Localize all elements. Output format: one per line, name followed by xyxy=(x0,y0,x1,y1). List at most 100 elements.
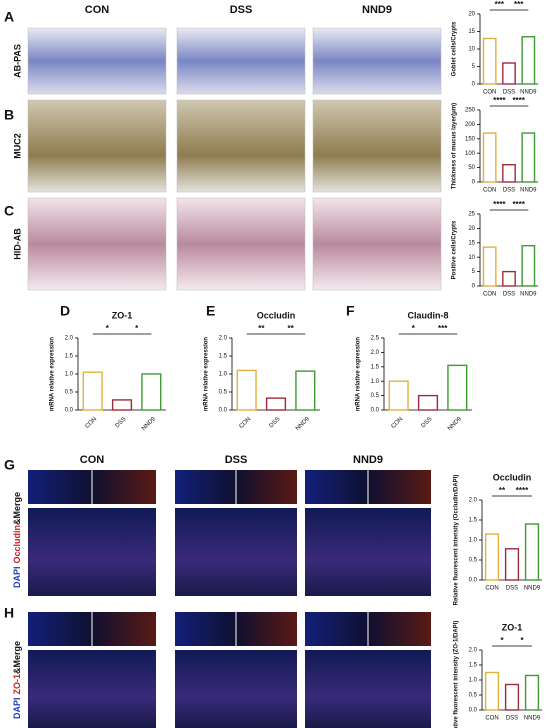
y-tick-label: 1.0 xyxy=(469,538,478,544)
x-tick-label: CON xyxy=(485,716,498,722)
micrograph xyxy=(312,27,442,95)
fluorescence-image xyxy=(175,508,297,596)
significance-label: ** xyxy=(288,324,295,333)
micrograph xyxy=(176,99,306,193)
stain-label: ZO-1 xyxy=(12,674,22,695)
y-tick-label: 1.0 xyxy=(469,678,478,684)
stain-label: &Merge xyxy=(12,641,22,674)
y-axis-label: Positive cells/Crypts xyxy=(452,220,458,279)
y-axis-label: mRNA relative expression xyxy=(204,337,210,411)
x-tick-label: CON xyxy=(483,188,496,194)
y-tick-label: 0.5 xyxy=(219,390,228,396)
y-tick-label: 15 xyxy=(468,29,475,35)
bar xyxy=(295,370,316,411)
panel-letter: D xyxy=(60,303,70,319)
chart-title: ZO-1 xyxy=(112,310,133,320)
bar xyxy=(524,523,540,581)
x-tick-label: NND9 xyxy=(141,416,157,432)
y-tick-label: 2.0 xyxy=(469,648,478,654)
bar xyxy=(141,373,162,411)
micrograph xyxy=(27,197,167,291)
significance-label: **** xyxy=(493,200,506,209)
row-label: MUC2 xyxy=(12,133,22,159)
y-axis-label: Relative fluorescent intensity (Occludin… xyxy=(454,475,460,606)
y-tick-label: 5 xyxy=(472,64,476,70)
stain-label: &Merge xyxy=(12,492,22,525)
bar xyxy=(447,364,468,411)
y-tick-label: 0.0 xyxy=(469,578,478,584)
micrograph xyxy=(27,99,167,193)
y-tick-label: 2.0 xyxy=(65,336,74,342)
x-tick-label: DSS xyxy=(503,90,515,96)
micrograph xyxy=(27,27,167,95)
bar xyxy=(502,164,516,183)
y-tick-label: 1.0 xyxy=(371,379,380,385)
x-tick-label: NND9 xyxy=(295,416,311,432)
x-tick-label: DSS xyxy=(421,416,434,429)
x-tick-label: CON xyxy=(483,90,496,96)
y-tick-label: 0.0 xyxy=(469,708,478,714)
bar xyxy=(502,270,516,287)
row-label: DAPI ZO-1&Merge xyxy=(12,641,22,719)
y-tick-label: 2.5 xyxy=(371,336,380,342)
column-header: CON xyxy=(85,4,110,16)
significance-label: ** xyxy=(499,486,506,495)
panel-letter: E xyxy=(206,303,215,319)
y-tick-label: 50 xyxy=(468,165,475,171)
bar xyxy=(388,380,409,411)
y-tick-label: 20 xyxy=(468,226,475,232)
y-tick-label: 1.5 xyxy=(371,364,380,370)
bar xyxy=(521,132,536,183)
x-tick-label: CON xyxy=(85,416,99,430)
fluorescence-image xyxy=(28,508,156,596)
x-tick-label: DSS xyxy=(115,416,128,429)
row-label: HID-AB xyxy=(12,228,22,260)
fluorescence-image xyxy=(305,650,431,728)
bar xyxy=(236,369,257,411)
y-tick-label: 150 xyxy=(465,136,476,142)
y-tick-label: 25 xyxy=(468,212,475,218)
bar xyxy=(82,371,103,411)
y-axis-label: Thickness of mucus layer(μm) xyxy=(452,103,458,189)
bar xyxy=(482,246,497,287)
bar xyxy=(524,674,540,711)
x-tick-label: NND9 xyxy=(524,586,541,592)
y-tick-label: 0.5 xyxy=(371,393,380,399)
x-tick-label: NND9 xyxy=(524,716,541,722)
y-tick-label: 0.5 xyxy=(469,558,478,564)
panel-letter: G xyxy=(4,457,15,473)
x-tick-label: NND9 xyxy=(520,188,537,194)
x-tick-label: NND9 xyxy=(520,292,537,298)
bar xyxy=(521,244,536,287)
x-tick-label: NND9 xyxy=(520,90,537,96)
y-tick-label: 0.5 xyxy=(65,390,74,396)
x-tick-label: DSS xyxy=(269,416,282,429)
significance-label: * xyxy=(500,636,504,645)
bar xyxy=(482,132,497,183)
significance-label: **** xyxy=(512,200,525,209)
micrograph xyxy=(312,99,442,193)
x-tick-label: NND9 xyxy=(447,416,463,432)
y-tick-label: 1.0 xyxy=(65,372,74,378)
stain-label: Occludin xyxy=(12,525,22,564)
y-tick-label: 10 xyxy=(468,255,475,261)
significance-label: *** xyxy=(438,324,448,333)
x-tick-label: CON xyxy=(483,292,496,298)
y-tick-label: 10 xyxy=(468,47,475,53)
x-tick-label: CON xyxy=(239,416,253,430)
fluorescence-image xyxy=(305,508,431,596)
bar xyxy=(484,533,500,581)
significance-label: * xyxy=(520,636,524,645)
y-tick-label: 1.5 xyxy=(469,518,478,524)
y-tick-label: 1.5 xyxy=(219,354,228,360)
row-label: DAPI Occludin&Merge xyxy=(12,492,22,588)
y-axis-label: mRNA relative expression xyxy=(356,337,362,411)
y-tick-label: 1.5 xyxy=(65,354,74,360)
bar xyxy=(484,671,500,711)
fluorescence-image xyxy=(175,650,297,728)
column-header: DSS xyxy=(230,4,253,16)
panel-letter: F xyxy=(346,303,355,319)
chart-title: Occludin xyxy=(257,310,296,320)
row-label: AB-PAS xyxy=(12,44,22,78)
